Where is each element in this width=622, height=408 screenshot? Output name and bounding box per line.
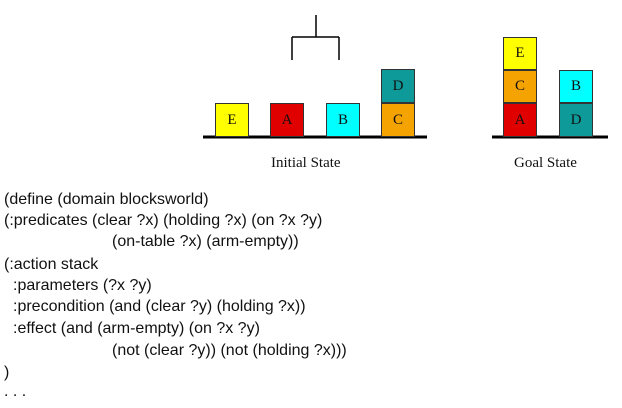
code-line: :effect (and (arm-empty) (on ?x ?y) xyxy=(13,320,260,337)
goal-state-caption: Goal State xyxy=(514,155,577,171)
initial-block-e: E xyxy=(215,103,249,137)
code-line: :parameters (?x ?y) xyxy=(13,277,152,294)
initial-block-c: C xyxy=(381,103,415,137)
code-line: ) xyxy=(4,364,10,381)
initial-state-caption: Initial State xyxy=(271,155,341,171)
code-line: (not (clear ?y)) (not (holding ?x))) xyxy=(112,342,347,359)
initial-block-a: A xyxy=(270,103,304,137)
goal-block-a: A xyxy=(503,103,537,137)
diagram-lines xyxy=(203,15,608,139)
goal-block-b: B xyxy=(559,70,593,103)
code-line: (:action stack xyxy=(4,256,99,273)
goal-block-c: C xyxy=(503,70,537,103)
code-line: :precondition (and (clear ?y) (holding ?… xyxy=(13,298,306,315)
blocksworld-diagram: E A B C D E C A B D Initial State Goal S… xyxy=(0,0,622,190)
initial-block-b: B xyxy=(326,103,360,137)
code-line: (define (domain blocksworld) xyxy=(4,191,209,208)
code-line: . . . xyxy=(4,383,27,400)
initial-block-d: D xyxy=(381,69,415,103)
code-line: (:predicates (clear ?x) (holding ?x) (on… xyxy=(4,212,323,229)
code-line: (on-table ?x) (arm-empty)) xyxy=(112,233,299,250)
goal-block-d: D xyxy=(559,103,593,137)
goal-block-e: E xyxy=(503,37,537,70)
